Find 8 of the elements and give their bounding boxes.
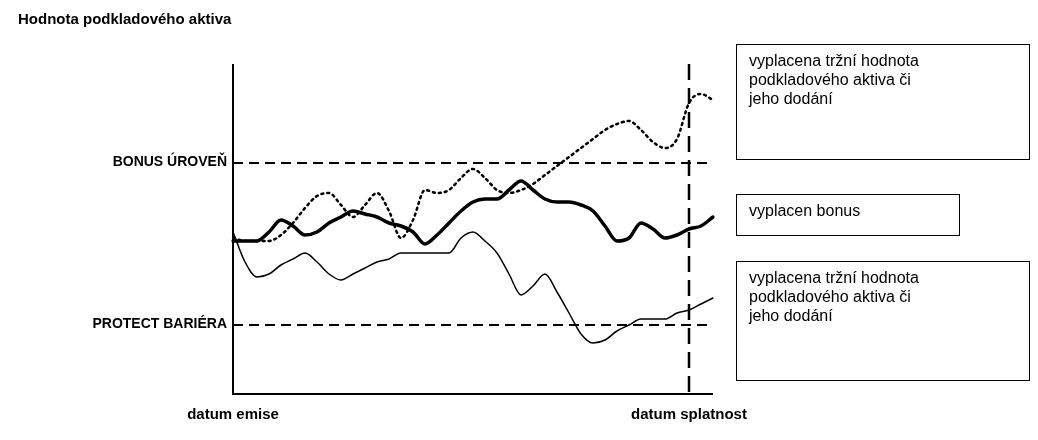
ref-line-label: PROTECT BARIÉRA (92, 314, 227, 331)
text: vyplacena tržní hodnota podkladového aktiva či jeho dodání (736, 261, 1030, 381)
text: vyplacen bonus (736, 194, 960, 236)
text: vyplacena tržní hodnota podkladového aktiva či jeho dodání (736, 44, 1030, 160)
x-tick-label: datum splatnost (631, 405, 747, 423)
ref-line-label: BONUS ÚROVEŇ (112, 151, 227, 169)
x-tick-label: datum emise (187, 405, 279, 423)
chart-title: Hodnota podkladového aktiva (18, 10, 232, 27)
